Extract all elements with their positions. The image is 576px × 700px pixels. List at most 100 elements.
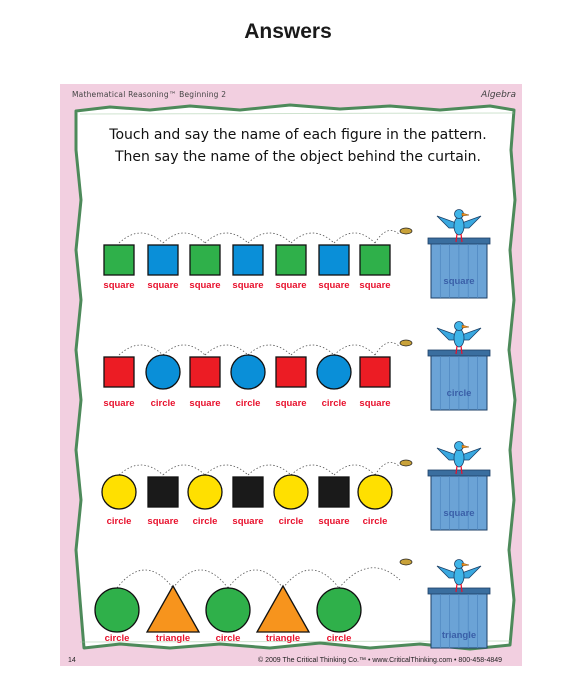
bird-beak-icon (461, 562, 470, 567)
page-title: Answers (244, 20, 332, 43)
hop-arc (227, 569, 284, 589)
instruction-line-1: Touch and say the name of each figure in… (109, 127, 487, 143)
bird-leg (460, 345, 463, 355)
answer-label: square (443, 276, 475, 287)
shape-label: square (232, 280, 264, 291)
hop-arc (374, 462, 401, 476)
shape-label: circle (215, 633, 241, 644)
circle-shape (316, 587, 362, 633)
bird-leg (455, 583, 458, 593)
shape-label: square (359, 280, 391, 291)
bird-leg (455, 345, 458, 355)
shape-label: square (359, 398, 391, 409)
bird-beak-icon (461, 444, 470, 449)
circle-shape (101, 474, 137, 510)
shape-label: circle (235, 398, 261, 409)
square-shape (318, 244, 350, 276)
curtain-rod (427, 349, 491, 357)
square-shape (275, 244, 307, 276)
hop-arc (118, 232, 164, 244)
square-shape (318, 476, 350, 508)
hop-arc (118, 344, 164, 356)
hop-arc (374, 230, 401, 244)
hop-arc (247, 344, 292, 356)
square-shape (103, 244, 135, 276)
answer-label: square (443, 508, 475, 519)
square-shape (189, 244, 221, 276)
hop-arc (333, 232, 376, 244)
shape-label: square (103, 280, 135, 291)
bird-body-icon (453, 448, 465, 468)
bird-beak-icon (461, 212, 470, 217)
hop-arc (172, 569, 229, 589)
square-shape (359, 356, 391, 388)
shape-label: square (189, 280, 221, 291)
shape-label: circle (106, 516, 132, 527)
shape-label: square (103, 398, 135, 409)
hop-arc (290, 464, 335, 476)
square-shape (232, 476, 264, 508)
circle-shape (230, 354, 266, 390)
hop-arc (204, 464, 249, 476)
hop-arc (162, 464, 206, 476)
bird-leg (455, 465, 458, 475)
shape-label: square (318, 516, 350, 527)
triangle-shape (255, 584, 311, 633)
square-shape (232, 244, 264, 276)
hop-arc (290, 344, 335, 356)
hop-arc (247, 232, 292, 244)
hop-arc (162, 232, 206, 244)
shape-label: square (232, 516, 264, 527)
section-header: Algebra (481, 90, 516, 100)
bird-body-icon (453, 216, 465, 236)
hop-arc (118, 464, 164, 476)
shape-label: circle (326, 633, 352, 644)
shape-label: square (147, 516, 179, 527)
hop-arc (162, 344, 206, 356)
hop-arc (204, 344, 249, 356)
shape-label: triangle (155, 633, 191, 644)
bird-leg (455, 233, 458, 243)
circle-shape (273, 474, 309, 510)
shape-label: square (318, 280, 350, 291)
answer-label: triangle (441, 630, 477, 641)
hop-arc (290, 232, 335, 244)
square-shape (147, 244, 179, 276)
instruction-line-2: Then say the name of the object behind t… (114, 149, 482, 165)
shape-label: square (189, 398, 221, 409)
bird-body-icon (453, 328, 465, 348)
bug-icon (399, 339, 413, 347)
bug-icon (399, 459, 413, 467)
square-shape (275, 356, 307, 388)
circle-shape (316, 354, 352, 390)
circle-shape (357, 474, 393, 510)
curtain-rod (427, 237, 491, 245)
bird-body-icon (453, 566, 465, 586)
shape-label: square (147, 280, 179, 291)
bug-icon (399, 227, 413, 235)
bird-beak-icon (461, 324, 470, 329)
shape-label: circle (104, 633, 130, 644)
answer-label: circle (446, 388, 472, 399)
triangle-shape (145, 584, 201, 633)
curtain-rod (427, 469, 491, 477)
shape-label: circle (278, 516, 304, 527)
bug-icon (399, 558, 413, 566)
square-shape (359, 244, 391, 276)
shape-label: circle (362, 516, 388, 527)
curtain-rod (427, 587, 491, 595)
shape-label: square (275, 280, 307, 291)
hop-arc (333, 464, 376, 476)
hop-arc (116, 569, 174, 589)
bird-leg (460, 465, 463, 475)
hop-arc (374, 342, 401, 356)
hop-arc (333, 344, 376, 356)
circle-shape (205, 587, 251, 633)
hop-arc (204, 232, 249, 244)
shape-label: circle (150, 398, 176, 409)
shape-label: square (275, 398, 307, 409)
hop-arc (282, 569, 340, 589)
series-header: Mathematical Reasoning™ Beginning 2 (72, 90, 227, 99)
circle-shape (145, 354, 181, 390)
